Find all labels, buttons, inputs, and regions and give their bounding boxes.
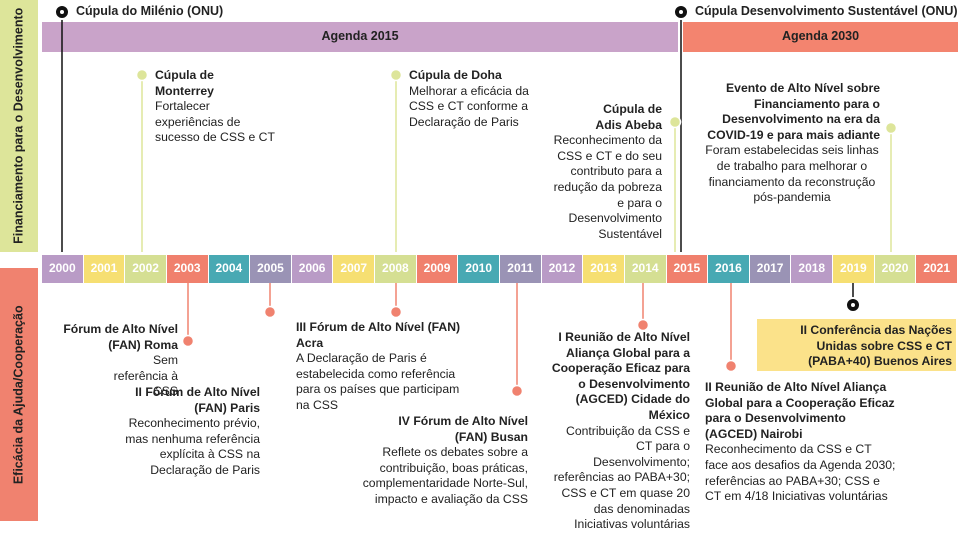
event-text: Contribuição da CSS e CT para o Desenvol… (553, 423, 690, 532)
year-cell: 2010 (458, 255, 499, 283)
event-text: A Declaração de Paris é estabelecida com… (296, 351, 460, 412)
event: Cúpula de Monterrey Fortalecer experiênci… (155, 68, 277, 146)
year-cell: 2001 (83, 255, 125, 283)
event-text: Foram estabelecidas seis linhas de traba… (705, 143, 879, 205)
event-title: II Fórum de Alto Nível (FAN) Paris (135, 385, 260, 415)
connectors (54, 4, 898, 398)
summit-label: Cúpula Desenvolvimento Sustentável (ONU) (695, 4, 958, 18)
event-title: Cúpula de Adis Abeba (595, 102, 662, 132)
year-cell: 2019 (833, 255, 874, 283)
year-cell: 2021 (916, 255, 957, 283)
year-cell: 2020 (874, 255, 916, 283)
highlight-box: II Conferência das Nações Unidas sobre C… (757, 319, 956, 371)
event-text: Reconhecimento prévio, mas nenhuma refer… (125, 416, 260, 477)
summit-label: Cúpula do Milénio (ONU) (76, 4, 224, 18)
year-cell: 2009 (416, 255, 458, 283)
year-cell: 2013 (583, 255, 624, 283)
event-title: Cúpula de Doha (409, 68, 502, 82)
side-band: Eficácia da Ajuda/Cooperação (0, 268, 38, 521)
year-cell: 2008 (375, 255, 416, 283)
event-title: II Reunião de Alto Nível Aliança Global … (705, 380, 895, 441)
event: IV Fórum de Alto Nível (FAN) Busan Reflet… (358, 414, 528, 508)
event-text: Melhorar a eficácia da CSS e CT conforme… (409, 83, 529, 129)
event: Cúpula de Adis Abeba Reconhecimento da CS… (545, 102, 662, 242)
year-cell: 2014 (624, 255, 666, 283)
event: Cúpula de Doha Melhorar a eficácia da CSS… (409, 68, 541, 130)
event: I Reunião de Alto Nível Aliança Global p… (548, 330, 690, 533)
year-cell: 2011 (500, 255, 541, 283)
year-cell: 2016 (708, 255, 749, 283)
event-text: Reconhecimento da CSS e CT e do seu cont… (553, 133, 662, 241)
year-cell: 2012 (541, 255, 583, 283)
year-cell: 2007 (333, 255, 375, 283)
year-cell: 2004 (208, 255, 250, 283)
event-text: Fortalecer experiências de sucesso de CS… (155, 99, 275, 145)
year-cell: 2015 (666, 255, 708, 283)
event: III Fórum de Alto Nível (FAN) Acra A Decl… (296, 320, 462, 414)
event-title: IV Fórum de Alto Nível (FAN) Busan (398, 414, 528, 444)
year-cell: 2017 (749, 255, 791, 283)
agenda-band: Agenda 2030 (683, 22, 958, 52)
year-cell: 2006 (291, 255, 333, 283)
year-cell: 2002 (125, 255, 166, 283)
event: II Fórum de Alto Nível (FAN) Paris Reconh… (120, 385, 260, 479)
event: II Reunião de Alto Nível Aliança Global … (705, 380, 897, 505)
event-text: Sem referência à CSS (113, 353, 178, 399)
event: Evento de Alto Nível sobre Financiamento… (704, 81, 880, 206)
year-cell: 2005 (250, 255, 291, 283)
event-text: Reconhecimento da CSS e CT face aos desa… (705, 442, 896, 504)
year-cell: 2018 (791, 255, 833, 283)
side-band: Financiamento para o Desenvolvimento (0, 0, 38, 252)
event-title: III Fórum de Alto Nível (FAN) Acra (296, 320, 461, 350)
event-title: Evento de Alto Nível sobre Financiamento… (707, 81, 880, 142)
event-title: Cúpula de Monterrey (155, 68, 214, 98)
year-cell: 2000 (42, 255, 83, 283)
event-title: Fórum de Alto Nível (FAN) Roma (63, 322, 178, 352)
event-text: Reflete os debates sobre a contribuição,… (362, 445, 528, 506)
agenda-band: Agenda 2015 (42, 22, 678, 52)
event: Fórum de Alto Nível (FAN) Roma Sem referê… (58, 322, 178, 400)
year-cell: 2003 (166, 255, 208, 283)
event-title: I Reunião de Alto Nível Aliança Global p… (551, 330, 690, 422)
